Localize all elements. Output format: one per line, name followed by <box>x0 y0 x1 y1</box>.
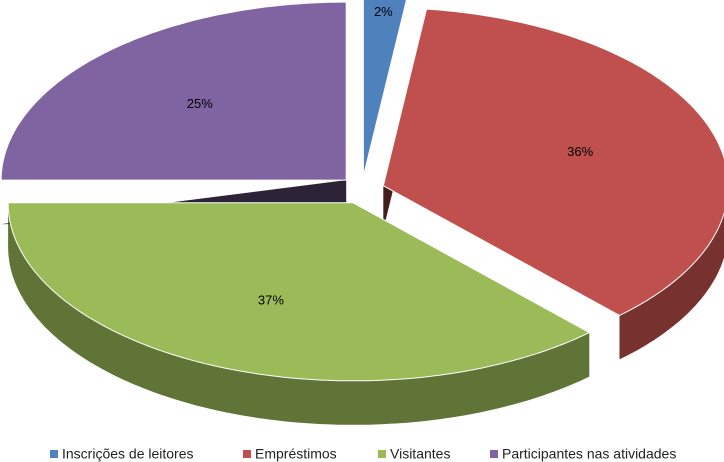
legend-label: Empréstimos <box>255 446 337 462</box>
legend-swatch <box>50 450 58 458</box>
data-label: 36% <box>567 144 593 159</box>
slice <box>7 202 591 382</box>
data-label: 2% <box>374 4 393 19</box>
legend-label: Inscrições de leitores <box>62 446 194 462</box>
legend-label: Visitantes <box>390 446 450 462</box>
slice <box>0 1 347 181</box>
slice-side <box>8 202 590 425</box>
legend-swatch <box>243 450 251 458</box>
slice <box>382 8 724 316</box>
data-label: 25% <box>187 96 213 111</box>
legend-label: Participantes nas atividades <box>502 446 676 462</box>
slice <box>362 0 407 177</box>
legend-swatch <box>490 450 498 458</box>
data-label: 37% <box>258 292 284 307</box>
legend-swatch <box>378 450 386 458</box>
slice-side <box>619 213 724 360</box>
